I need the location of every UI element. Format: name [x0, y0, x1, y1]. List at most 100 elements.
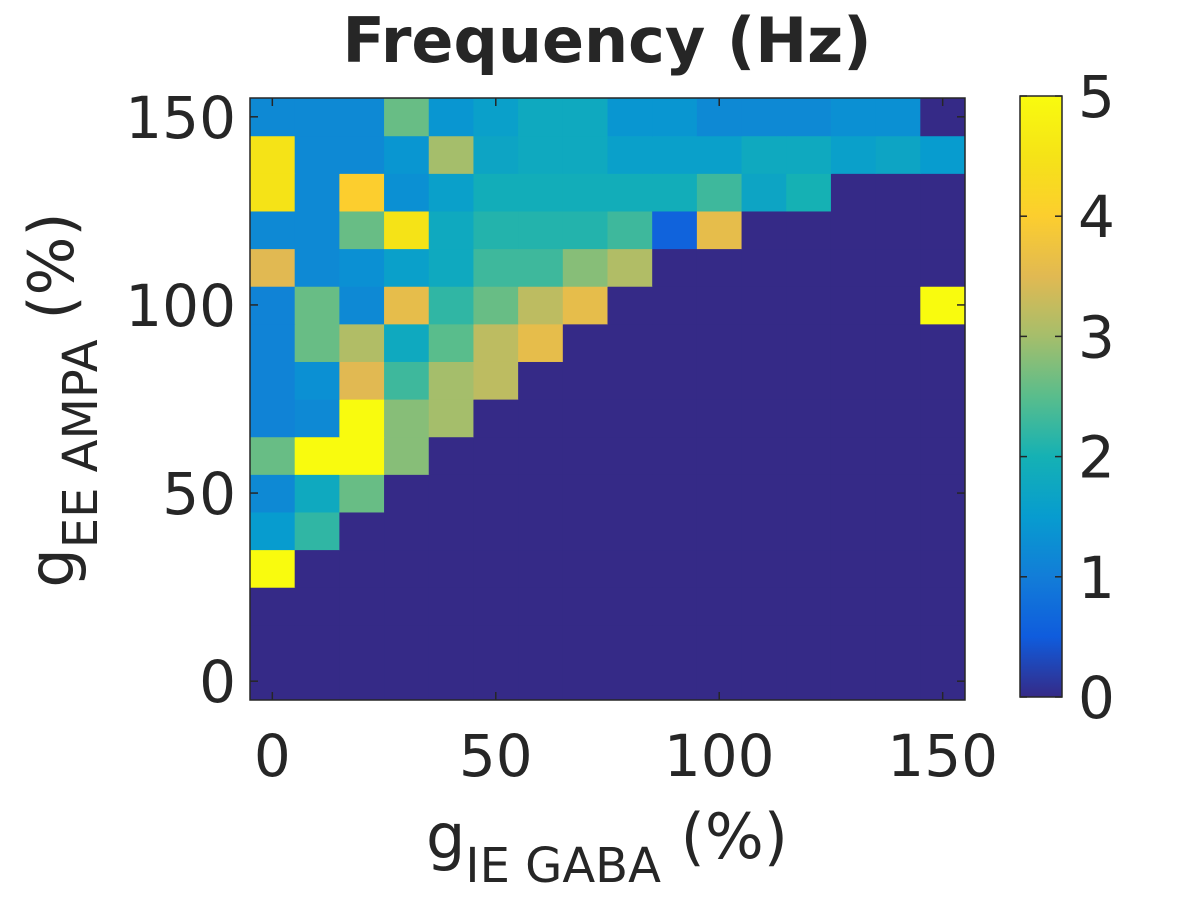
heatmap-cell — [250, 173, 296, 212]
heatmap-cell — [696, 135, 743, 174]
heatmap-cell — [875, 210, 921, 250]
heatmap-cell — [741, 361, 787, 400]
heatmap-cell — [920, 399, 965, 438]
heatmap-cell — [473, 624, 519, 663]
heatmap-cell — [607, 474, 653, 513]
heatmap-cell — [830, 323, 877, 362]
heatmap-cell — [384, 474, 430, 513]
heatmap-cell — [830, 173, 877, 212]
heatmap-cell — [920, 210, 965, 250]
heatmap-cell — [830, 135, 877, 174]
x-axis-label-suffix: (%) — [661, 800, 788, 873]
heatmap-cell — [562, 248, 609, 287]
heatmap-cell — [562, 173, 609, 212]
heatmap-cell — [786, 98, 832, 137]
heatmap-cell — [473, 173, 519, 212]
heatmap-cell — [294, 173, 340, 212]
heatmap-cell — [830, 624, 877, 663]
heatmap-cell — [652, 511, 698, 551]
heatmap-cell — [428, 436, 475, 475]
heatmap-cell — [875, 624, 921, 663]
heatmap-cell — [920, 436, 965, 475]
heatmap-cell — [294, 549, 340, 588]
heatmap-cell — [562, 98, 609, 137]
heatmap-cell — [250, 549, 296, 588]
heatmap-cell — [607, 248, 653, 287]
heatmap-cell — [384, 662, 430, 700]
heatmap-cell — [786, 549, 832, 588]
heatmap-cell — [384, 323, 430, 362]
heatmap-cell — [830, 399, 877, 438]
y-tick-label: 0 — [199, 648, 236, 716]
heatmap-cell — [696, 511, 743, 551]
heatmap-cell — [920, 248, 965, 287]
heatmap-cell — [250, 323, 296, 362]
heatmap-cell — [875, 662, 921, 700]
heatmap-cell — [920, 511, 965, 551]
heatmap-cell — [875, 361, 921, 400]
heatmap-cell — [696, 624, 743, 663]
heatmap-cell — [428, 399, 475, 438]
heatmap-cell — [250, 248, 296, 287]
heatmap-cell — [384, 135, 430, 174]
heatmap-cell — [562, 587, 609, 626]
heatmap-cell — [786, 210, 832, 250]
heatmap-cell — [696, 436, 743, 475]
heatmap-cell — [875, 587, 921, 626]
heatmap-cell — [250, 135, 296, 174]
colorbar-tick-label: 2 — [1078, 424, 1115, 492]
heatmap-cell — [250, 399, 296, 438]
colorbar-tick-label: 1 — [1078, 544, 1115, 612]
heatmap-cell — [473, 248, 519, 287]
heatmap-cell — [518, 587, 564, 626]
heatmap-cell — [384, 173, 430, 212]
heatmap-cell — [339, 98, 385, 137]
heatmap-cell — [607, 323, 653, 362]
heatmap-cell — [830, 248, 877, 287]
heatmap-cell — [652, 662, 698, 700]
heatmap-cell — [384, 98, 430, 137]
heatmap-cell — [518, 399, 564, 438]
heatmap-cell — [696, 587, 743, 626]
heatmap-cell — [830, 98, 877, 137]
heatmap-cell — [696, 286, 743, 325]
heatmap-cell — [518, 286, 564, 325]
heatmap-cell — [652, 323, 698, 362]
y-axis-label: gEE AMPA (%) — [15, 212, 109, 587]
heatmap-cell — [652, 173, 698, 212]
heatmap-cell — [830, 361, 877, 400]
heatmap-cell — [830, 511, 877, 551]
y-tick-label: 150 — [125, 84, 236, 152]
heatmap-cell — [250, 624, 296, 663]
heatmap-cell — [339, 210, 385, 250]
heatmap-cell — [384, 624, 430, 663]
heatmap-cell — [339, 173, 385, 212]
heatmap-cell — [786, 173, 832, 212]
heatmap-cell — [339, 549, 385, 588]
heatmap-cell — [875, 248, 921, 287]
heatmap-cell — [875, 474, 921, 513]
heatmap-cell — [830, 474, 877, 513]
colorbar-tick-label: 4 — [1078, 183, 1115, 251]
heatmap-cell — [562, 210, 609, 250]
heatmap-cell — [384, 399, 430, 438]
heatmap-cell — [741, 323, 787, 362]
heatmap-cell — [518, 173, 564, 212]
heatmap-cell — [607, 662, 653, 700]
heatmap-cell — [741, 399, 787, 438]
heatmap-cell — [562, 624, 609, 663]
axis-ticks — [250, 98, 965, 700]
heatmap-cell — [786, 436, 832, 475]
heatmap-cell — [294, 662, 340, 700]
heatmap-cell — [562, 474, 609, 513]
heatmap-cell — [250, 436, 296, 475]
heatmap-cell — [428, 286, 475, 325]
heatmap-cell — [428, 662, 475, 700]
heatmap-cell — [607, 210, 653, 250]
heatmap-cell — [384, 210, 430, 250]
heatmap-cell — [562, 436, 609, 475]
heatmap-cell — [741, 98, 787, 137]
heatmap-cell — [473, 361, 519, 400]
x-tick-label: 0 — [254, 722, 291, 790]
heatmap-cell — [384, 511, 430, 551]
